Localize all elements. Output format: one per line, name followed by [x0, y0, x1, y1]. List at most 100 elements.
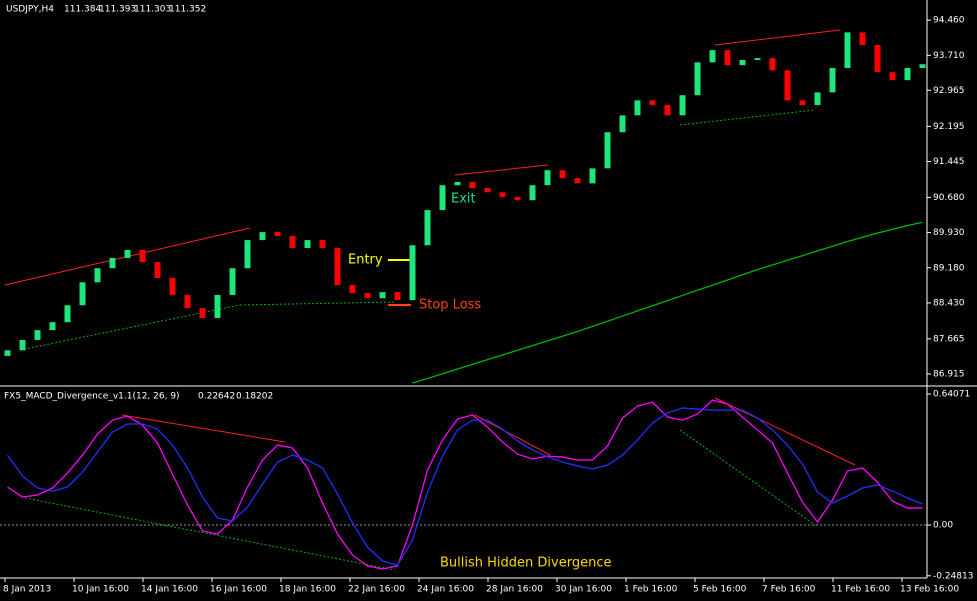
x-tick-label: 11 Feb 16:00 — [831, 585, 890, 595]
y-tick-label: 93.710 — [933, 51, 965, 61]
candle — [454, 181, 461, 186]
quote: 111.393 — [99, 5, 136, 15]
candle — [19, 339, 26, 351]
x-tick-label: 14 Jan 16:00 — [141, 585, 198, 595]
candle — [259, 232, 266, 241]
candle — [169, 278, 176, 295]
candle — [514, 196, 521, 201]
candle — [829, 67, 836, 93]
candle — [304, 240, 311, 249]
y-tick-label: 88.430 — [933, 298, 965, 308]
candle — [529, 185, 536, 201]
candle — [589, 168, 596, 184]
x-tick-label: 28 Jan 16:00 — [486, 585, 543, 595]
x-tick-label: 24 Jan 16:00 — [417, 585, 474, 595]
stop-loss-label: Stop Loss — [419, 298, 481, 313]
candle — [274, 232, 281, 236]
candle — [184, 294, 191, 309]
divergence-lines — [4, 29, 856, 571]
candle — [79, 282, 86, 306]
candle — [694, 62, 701, 96]
x-tick-label: 22 Jan 16:00 — [348, 585, 405, 595]
y-tick-label: 94.460 — [933, 16, 965, 26]
exit-label: Exit — [451, 192, 476, 207]
entry-label: Entry — [348, 253, 383, 268]
quote: 111.352 — [169, 5, 206, 15]
candle — [139, 249, 146, 263]
candle — [919, 64, 926, 68]
candle — [724, 50, 731, 66]
candle — [379, 292, 386, 299]
y-tick-label: 90.680 — [933, 193, 965, 203]
x-tick-label: 10 Jan 16:00 — [72, 585, 129, 595]
candle — [199, 308, 206, 318]
candle — [334, 248, 341, 286]
x-tick-label: 1 Feb 16:00 — [624, 585, 678, 595]
candle — [4, 350, 11, 356]
candle — [349, 285, 356, 294]
y-tick-label: 87.665 — [933, 334, 965, 344]
x-tick-label: 5 Feb 16:00 — [693, 585, 747, 595]
candle — [64, 305, 71, 323]
title: USDJPY,H4 — [6, 5, 54, 15]
macd-line — [6, 407, 923, 566]
candle — [679, 95, 686, 116]
y-tick-label: 92.195 — [933, 122, 965, 132]
macd-line — [7, 399, 923, 570]
candle — [229, 268, 236, 295]
candle — [814, 92, 821, 106]
candle — [124, 249, 131, 258]
moving-average — [412, 221, 923, 384]
divergence-label: Bullish Hidden Divergence — [440, 556, 611, 571]
candle — [604, 132, 611, 169]
candle — [559, 170, 566, 179]
candle — [619, 115, 626, 133]
candle — [784, 70, 791, 101]
x-tick-label: 16 Jan 16:00 — [210, 585, 267, 595]
y-tick-label: 89.930 — [933, 228, 965, 238]
candle — [844, 32, 851, 68]
candle — [439, 185, 446, 211]
candle — [874, 45, 881, 73]
candle — [574, 178, 581, 184]
x-tick-label: 13 Feb 16:00 — [900, 585, 959, 595]
x-tick-label: 7 Feb 16:00 — [762, 585, 816, 595]
candle — [424, 210, 431, 246]
x-tick-label: 18 Jan 16:00 — [279, 585, 336, 595]
y-tick-label: 92.965 — [933, 86, 965, 96]
quote: 111.303 — [134, 5, 171, 15]
candle — [289, 235, 296, 249]
candle — [754, 58, 761, 61]
candle — [34, 330, 41, 340]
candle — [154, 262, 161, 279]
candle — [214, 294, 221, 318]
candle — [49, 322, 56, 331]
candle — [109, 257, 116, 269]
x-tick-label: 30 Jan 16:00 — [555, 585, 612, 595]
y-tick-label: 86.915 — [933, 369, 965, 379]
title: FX5_MACD_Divergence_v1.1(12, 26, 9) — [4, 392, 180, 402]
candle — [319, 240, 326, 249]
candle — [904, 67, 911, 81]
y-tick-label: 91.445 — [933, 157, 965, 167]
quote: 111.384 — [64, 5, 101, 15]
candle — [469, 181, 476, 189]
candle — [244, 240, 251, 269]
y-tick-label: 89.180 — [933, 263, 965, 273]
y-tick-label: 0.64071 — [933, 390, 970, 400]
candle — [664, 105, 671, 116]
candle — [484, 188, 491, 193]
candle — [739, 60, 746, 66]
candle — [799, 100, 806, 106]
candle — [394, 292, 401, 301]
candle — [769, 58, 776, 71]
candle — [709, 50, 716, 63]
quote: 0.18202 — [236, 392, 273, 402]
candle — [364, 293, 371, 299]
candle — [649, 100, 656, 106]
candle — [409, 245, 416, 301]
candle — [889, 72, 896, 81]
